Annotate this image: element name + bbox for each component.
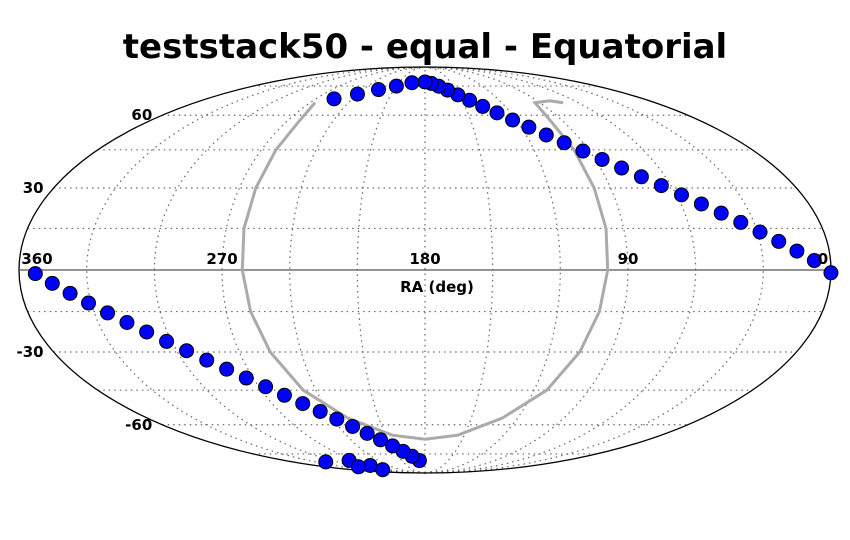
data-point bbox=[505, 112, 521, 128]
data-point bbox=[326, 91, 342, 107]
galactic-plane-curve bbox=[240, 99, 610, 441]
data-point bbox=[693, 196, 709, 212]
data-point bbox=[752, 224, 768, 240]
chart-title: teststack50 - equal - Equatorial bbox=[123, 27, 727, 67]
x-axis-label: RA (deg) bbox=[400, 278, 474, 296]
data-point bbox=[733, 214, 749, 230]
data-point bbox=[385, 438, 401, 454]
data-point bbox=[633, 169, 649, 185]
data-point bbox=[538, 127, 554, 143]
data-point bbox=[375, 462, 391, 478]
data-point bbox=[614, 160, 630, 176]
data-point bbox=[404, 75, 420, 91]
data-point bbox=[359, 425, 375, 441]
data-point bbox=[199, 352, 215, 368]
data-point bbox=[318, 454, 334, 470]
x-tick-label: 360 bbox=[21, 250, 52, 268]
data-point bbox=[789, 243, 805, 259]
x-tick-label: 90 bbox=[618, 250, 639, 268]
grid-meridian bbox=[86, 66, 426, 474]
data-point bbox=[258, 379, 274, 395]
y-tick-label: -60 bbox=[125, 416, 152, 434]
data-point bbox=[159, 333, 175, 349]
tick-labels: 360 270 180 90 0 60 30 -30 -60 bbox=[16, 106, 828, 434]
data-point bbox=[62, 285, 78, 301]
data-point bbox=[388, 78, 404, 94]
data-point bbox=[349, 86, 365, 102]
data-point bbox=[673, 187, 689, 203]
data-points bbox=[27, 74, 839, 478]
data-point bbox=[556, 135, 572, 151]
data-point bbox=[594, 151, 610, 167]
x-tick-label: 0 bbox=[818, 250, 828, 268]
data-point bbox=[312, 403, 328, 419]
data-point bbox=[823, 265, 839, 281]
x-tick-label: 270 bbox=[206, 250, 237, 268]
y-tick-label: 60 bbox=[131, 106, 152, 124]
data-point bbox=[27, 266, 43, 282]
data-point bbox=[806, 253, 822, 269]
data-point bbox=[475, 98, 491, 114]
y-tick-label: -30 bbox=[16, 343, 43, 361]
data-point bbox=[575, 143, 591, 159]
data-point bbox=[139, 324, 155, 340]
data-point bbox=[295, 396, 311, 412]
data-point bbox=[329, 411, 345, 427]
data-point bbox=[371, 82, 387, 98]
data-point bbox=[417, 74, 433, 90]
data-point bbox=[653, 178, 669, 194]
data-point bbox=[100, 305, 116, 321]
x-tick-label: 180 bbox=[409, 250, 440, 268]
data-point bbox=[219, 361, 235, 377]
data-point bbox=[713, 205, 729, 221]
data-point bbox=[771, 233, 787, 249]
y-tick-label: 30 bbox=[23, 179, 44, 197]
data-point bbox=[119, 315, 135, 330]
data-point bbox=[350, 459, 366, 475]
data-point bbox=[345, 418, 361, 434]
data-point bbox=[81, 295, 96, 311]
data-point bbox=[179, 343, 195, 359]
data-point bbox=[372, 432, 388, 448]
data-point bbox=[489, 105, 505, 121]
data-point bbox=[238, 370, 254, 386]
data-point bbox=[44, 275, 60, 291]
grid-meridian bbox=[424, 66, 764, 474]
data-point bbox=[521, 119, 537, 135]
data-point bbox=[276, 387, 292, 403]
